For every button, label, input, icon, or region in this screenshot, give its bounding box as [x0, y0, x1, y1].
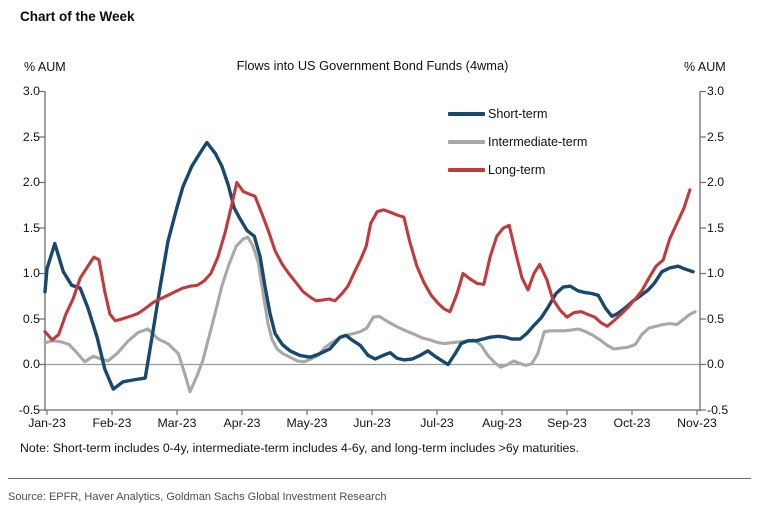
y-tick-label-right: 3.0 — [707, 84, 725, 98]
x-tick-label: Apr-23 — [223, 416, 261, 430]
y-tick-label-left: 3.0 — [22, 84, 40, 98]
long-term-line-swatch — [448, 168, 485, 172]
y-tick-label-left: 2.5 — [22, 129, 40, 144]
y-tick-label-left: 0.0 — [22, 357, 40, 371]
y-tick-label-right: 0.0 — [707, 357, 725, 371]
x-tick-label: Jun-23 — [353, 416, 391, 430]
y-tick-label-right: 0.5 — [707, 311, 725, 326]
chart-title: Flows into US Government Bond Funds (4wm… — [236, 58, 509, 73]
x-tick-label: May-23 — [286, 416, 328, 430]
legend-item-intermediate-term: Intermediate-term — [448, 128, 587, 156]
chart-legend: Short-term Intermediate-term Long-term — [448, 100, 587, 184]
intermediate-term-line-swatch — [448, 140, 485, 144]
page-title: Chart of the Week — [20, 9, 135, 24]
series-line-long-term — [43, 180, 692, 342]
y-tick-label-left: 2.0 — [22, 175, 40, 189]
y-tick-label-right: -0.5 — [707, 402, 729, 417]
y-tick-label-right: 2.0 — [707, 175, 725, 189]
series-line-short-term — [43, 140, 695, 391]
y-tick-label-left: 1.0 — [22, 266, 40, 280]
x-tick-label: Jan-23 — [28, 416, 66, 430]
y-tick-label-right: 1.5 — [707, 220, 725, 235]
short-term-line-swatch — [448, 112, 485, 116]
y-tick-label-left: 0.5 — [22, 311, 40, 326]
y-tick-label-right: 2.5 — [707, 129, 725, 144]
x-tick-label: Sep-23 — [547, 416, 587, 430]
x-tick-label: Aug-23 — [482, 416, 522, 430]
legend-label-long-term: Long-term — [488, 163, 546, 177]
y-axis-label-left: % AUM — [24, 60, 66, 74]
legend-label-intermediate-term: Intermediate-term — [488, 135, 588, 149]
legend-item-short-term: Short-term — [448, 100, 587, 128]
x-tick-label: Oct-23 — [613, 416, 651, 430]
y-tick-label-left: 1.5 — [22, 220, 40, 235]
y-axis-label-right: % AUM — [684, 60, 726, 74]
x-tick-label: Mar-23 — [157, 416, 197, 430]
y-tick-label-right: 1.0 — [707, 266, 725, 280]
divider-line — [8, 478, 751, 479]
legend-label-short-term: Short-term — [488, 107, 548, 121]
x-tick-label: Nov-23 — [677, 416, 717, 430]
x-tick-label: Jul-23 — [420, 416, 454, 430]
source-line: Source: EPFR, Haver Analytics, Goldman S… — [8, 491, 387, 503]
legend-item-long-term: Long-term — [448, 156, 587, 184]
series-line-intermediate-term — [43, 235, 697, 394]
footnote: Note: Short-term includes 0-4y, intermed… — [20, 441, 579, 455]
x-tick-label: Feb-23 — [92, 416, 132, 430]
y-tick-label-left: -0.5 — [18, 402, 40, 417]
